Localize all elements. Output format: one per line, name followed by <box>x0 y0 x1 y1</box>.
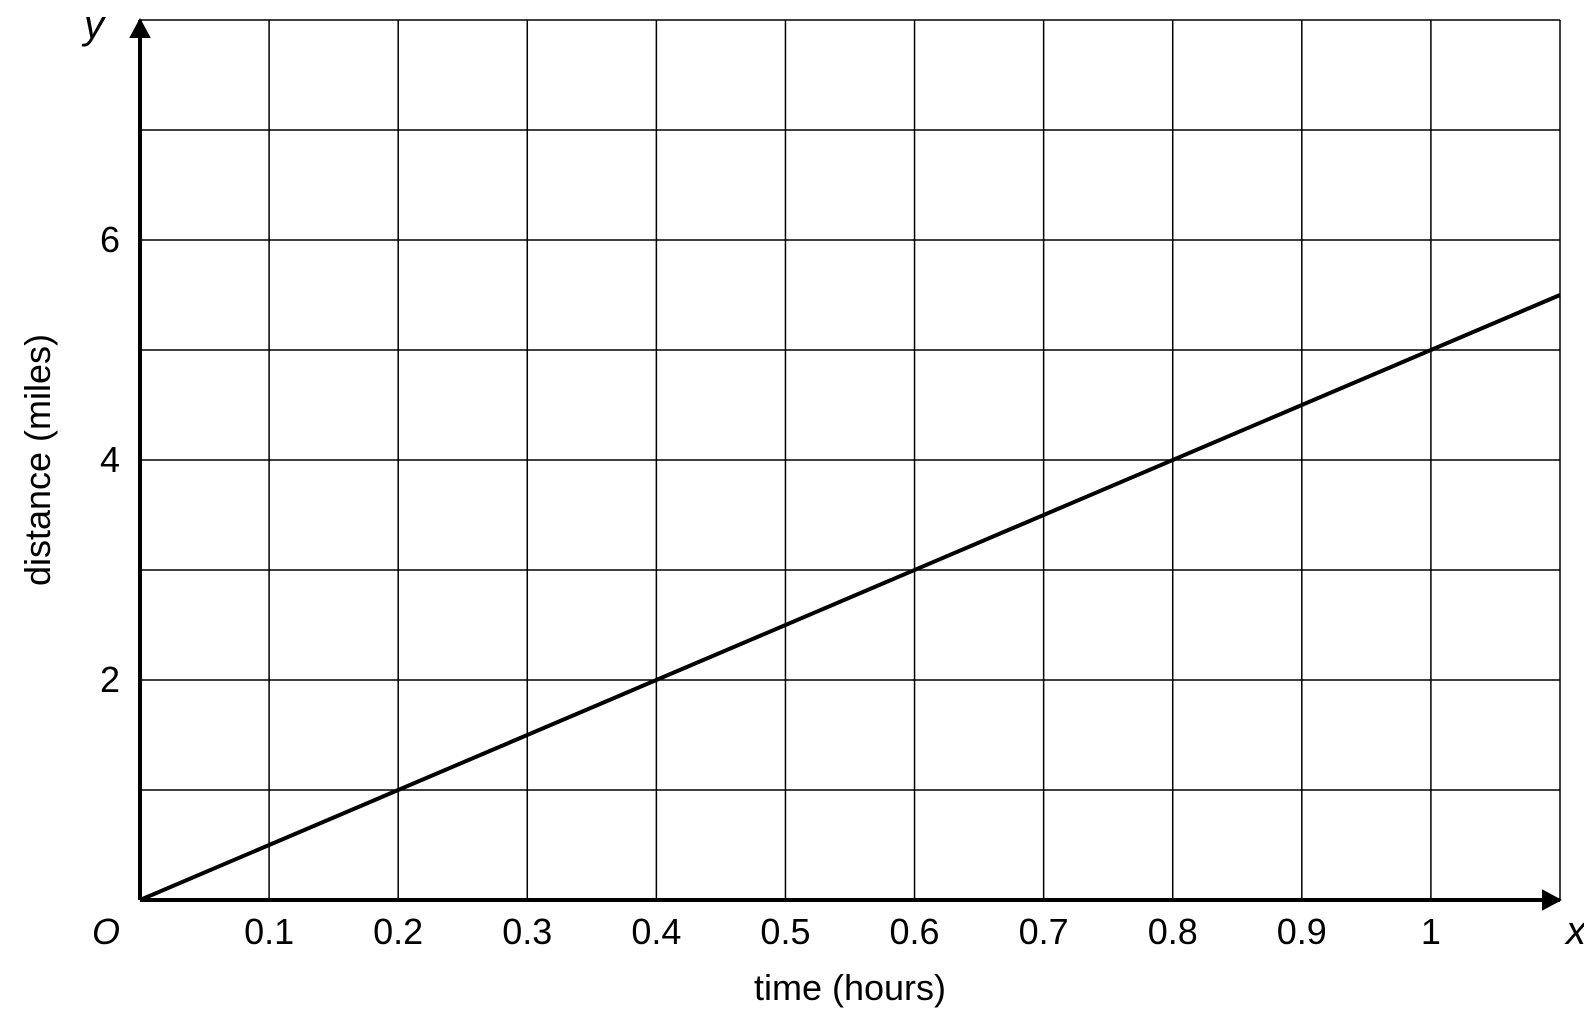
x-axis-title: time (hours) <box>754 967 946 1008</box>
x-tick-label: 0.2 <box>373 911 423 952</box>
x-tick-label: 0.1 <box>244 911 294 952</box>
y-tick-label: 6 <box>100 219 120 260</box>
x-tick-label: 0.9 <box>1277 911 1327 952</box>
x-tick-label: 0.6 <box>890 911 940 952</box>
chart-bg <box>0 0 1584 1030</box>
x-tick-label: 0.3 <box>502 911 552 952</box>
x-tick-label: 1 <box>1421 911 1441 952</box>
x-tick-label: 0.8 <box>1148 911 1198 952</box>
x-tick-label: 0.5 <box>760 911 810 952</box>
line-chart: 0.1 0.2 0.3 0.4 0.5 0.6 0.7 0.8 0.9 1 2 4 6 Oy x time (… <box>0 0 1584 1030</box>
x-var-label: x <box>1564 909 1584 953</box>
y-var-label: y <box>81 3 107 47</box>
origin-label: O <box>92 911 120 952</box>
y-axis-title: distance (miles) <box>17 334 58 586</box>
x-tick-label: 0.4 <box>631 911 681 952</box>
x-tick-label: 0.7 <box>1019 911 1069 952</box>
y-tick-label: 2 <box>100 659 120 700</box>
y-tick-label: 4 <box>100 439 120 480</box>
